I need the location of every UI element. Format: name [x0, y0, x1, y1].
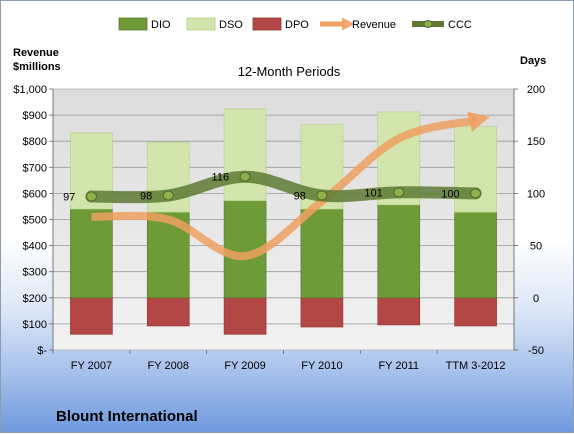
ccc-data-label: 98: [294, 190, 306, 202]
chart-title: 12-Month Periods: [238, 64, 341, 79]
bar-dio: [300, 208, 344, 299]
legend-swatch-dpo: [252, 17, 282, 31]
left-tick-label: $-: [37, 345, 47, 357]
bar-dio: [454, 211, 497, 299]
ccc-marker: [162, 190, 174, 201]
ccc-data-label: 98: [140, 190, 152, 202]
left-tick-label: $1,000: [13, 84, 47, 96]
x-tick-label: FY 2011: [378, 360, 419, 372]
left-tick-label: $700: [23, 162, 47, 174]
legend-label-ccc: CCC: [448, 19, 472, 31]
bar-dpo: [70, 297, 113, 335]
ccc-marker: [470, 188, 482, 199]
bar-dso: [223, 108, 267, 202]
ccc-series: 97 98 116 98 101 100: [63, 170, 482, 204]
company-name: Blount International: [56, 408, 198, 425]
left-tick-label: $400: [23, 241, 47, 253]
right-tick-label: 150: [527, 136, 545, 148]
bar-dio: [377, 204, 421, 299]
bar-dpo: [377, 297, 421, 326]
bar-dpo: [454, 297, 497, 327]
ccc-marker: [85, 191, 97, 202]
ccc-data-label: 116: [212, 172, 230, 184]
left-tick-label: $200: [23, 293, 47, 305]
left-tick-label: $600: [23, 188, 47, 200]
ccc-data-label: 101: [364, 187, 382, 199]
bar-dpo: [300, 297, 344, 328]
legend-swatch-dio: [118, 17, 148, 31]
ccc-data-label: 97: [63, 192, 75, 204]
legend-marker-ccc: [423, 20, 433, 28]
bar-dio: [70, 208, 113, 299]
ccc-data-label: 100: [441, 188, 459, 200]
left-tick-label: $500: [23, 215, 47, 227]
left-tick-label: $900: [23, 110, 47, 122]
left-axis-label-line2: $millions: [13, 61, 61, 73]
revenue-line: [91, 111, 490, 261]
ccc-marker: [239, 171, 251, 182]
left-tick-label: $100: [23, 319, 47, 331]
right-axis-label: Days: [520, 55, 546, 67]
x-tick-label: FY 2010: [301, 360, 342, 372]
x-tick-label: FY 2009: [224, 360, 265, 372]
right-tick-label: 50: [530, 241, 542, 253]
right-tick-label: 200: [527, 84, 545, 96]
left-axis-label-line1: Revenue: [13, 47, 59, 59]
legend-label-dpo: DPO: [285, 19, 309, 31]
x-tick-label: FY 2008: [148, 360, 189, 372]
x-tick-label: FY 2007: [71, 360, 112, 372]
ccc-marker: [393, 187, 405, 198]
bar-dpo: [223, 297, 267, 335]
legend-label-revenue: Revenue: [352, 19, 396, 31]
left-tick-label: $800: [23, 136, 47, 148]
ccc-marker: [316, 190, 328, 201]
right-tick-label: 0: [533, 293, 539, 305]
legend-label-dso: DSO: [219, 19, 243, 31]
right-tick-label: -50: [528, 345, 544, 357]
legend-swatch-dso: [186, 17, 216, 31]
gridlines: [53, 114, 514, 325]
legend: DIO DSO DPO Revenue CCC: [118, 17, 472, 31]
left-tick-label: $300: [23, 267, 47, 279]
legend-label-dio: DIO: [151, 19, 171, 31]
right-tick-label: 100: [527, 188, 545, 200]
bar-dpo: [146, 297, 190, 327]
x-tick-label: TTM 3-2012: [446, 360, 506, 372]
revenue-series: [91, 111, 490, 261]
axes-group: $- $100 $200 $300 $400 $500 $600 $700 $800 $900 $1…: [13, 84, 545, 372]
